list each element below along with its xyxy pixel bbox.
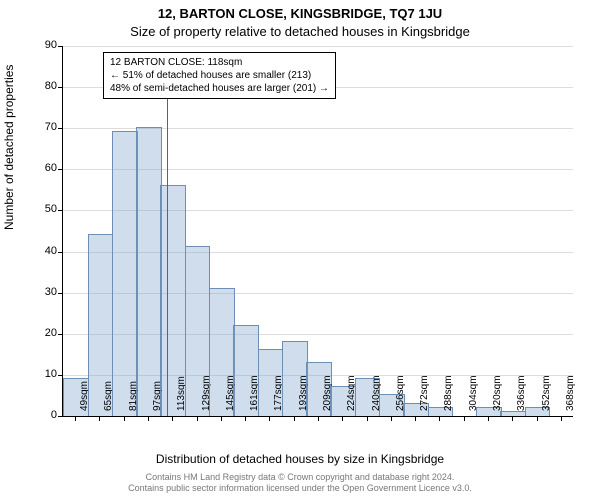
histogram-bar [136, 127, 162, 416]
x-tick-mark [488, 416, 489, 421]
y-axis-label: Number of detached properties [2, 65, 16, 230]
y-tick-mark [58, 375, 63, 376]
x-tick-mark [99, 416, 100, 421]
y-tick-mark [58, 293, 63, 294]
y-tick-label: 60 [17, 162, 57, 174]
x-tick-mark [512, 416, 513, 421]
y-tick-mark [58, 252, 63, 253]
y-tick-label: 70 [17, 121, 57, 133]
reference-line [167, 52, 168, 416]
x-tick-mark [415, 416, 416, 421]
x-tick-label: 352sqm [541, 375, 552, 411]
annotation-box: 12 BARTON CLOSE: 118sqm← 51% of detached… [103, 52, 336, 99]
x-tick-mark [124, 416, 125, 421]
footer-line-2: Contains public sector information licen… [0, 483, 600, 494]
x-tick-label: 288sqm [443, 375, 454, 411]
y-tick-mark [58, 210, 63, 211]
annotation-line: ← 51% of detached houses are smaller (21… [110, 69, 329, 82]
x-tick-mark [197, 416, 198, 421]
footer-line-1: Contains HM Land Registry data © Crown c… [0, 472, 600, 483]
chart-subtitle: Size of property relative to detached ho… [0, 24, 600, 39]
x-tick-label: 368sqm [565, 375, 576, 411]
x-tick-mark [342, 416, 343, 421]
y-tick-mark [58, 169, 63, 170]
x-tick-mark [148, 416, 149, 421]
x-tick-mark [439, 416, 440, 421]
x-tick-mark [464, 416, 465, 421]
x-tick-label: 320sqm [492, 375, 503, 411]
x-tick-label: 304sqm [468, 375, 479, 411]
y-tick-label: 50 [17, 203, 57, 215]
annotation-line: 12 BARTON CLOSE: 118sqm [110, 56, 329, 69]
plot-area: 010203040506070809049sqm65sqm81sqm97sqm1… [62, 46, 573, 417]
x-tick-mark [269, 416, 270, 421]
chart-title: 12, BARTON CLOSE, KINGSBRIDGE, TQ7 1JU [0, 6, 600, 21]
y-tick-label: 10 [17, 368, 57, 380]
footer-attribution: Contains HM Land Registry data © Crown c… [0, 472, 600, 494]
x-axis-label: Distribution of detached houses by size … [0, 452, 600, 466]
y-tick-label: 90 [17, 39, 57, 51]
y-tick-label: 30 [17, 286, 57, 298]
y-tick-mark [58, 87, 63, 88]
y-tick-label: 40 [17, 245, 57, 257]
x-tick-mark [245, 416, 246, 421]
y-tick-mark [58, 128, 63, 129]
y-tick-label: 0 [17, 409, 57, 421]
x-tick-mark [561, 416, 562, 421]
chart-container: 12, BARTON CLOSE, KINGSBRIDGE, TQ7 1JU S… [0, 0, 600, 500]
x-tick-label: 336sqm [516, 375, 527, 411]
y-tick-mark [58, 46, 63, 47]
x-tick-mark [294, 416, 295, 421]
x-tick-label: 272sqm [419, 375, 430, 411]
x-tick-mark [221, 416, 222, 421]
y-tick-mark [58, 416, 63, 417]
y-tick-mark [58, 334, 63, 335]
x-tick-mark [318, 416, 319, 421]
x-tick-mark [537, 416, 538, 421]
annotation-line: 48% of semi-detached houses are larger (… [110, 82, 329, 95]
x-tick-mark [391, 416, 392, 421]
x-tick-mark [75, 416, 76, 421]
y-tick-label: 20 [17, 327, 57, 339]
y-tick-label: 80 [17, 80, 57, 92]
x-tick-mark [172, 416, 173, 421]
histogram-bar [112, 131, 138, 416]
x-tick-mark [367, 416, 368, 421]
grid-line [63, 46, 573, 47]
